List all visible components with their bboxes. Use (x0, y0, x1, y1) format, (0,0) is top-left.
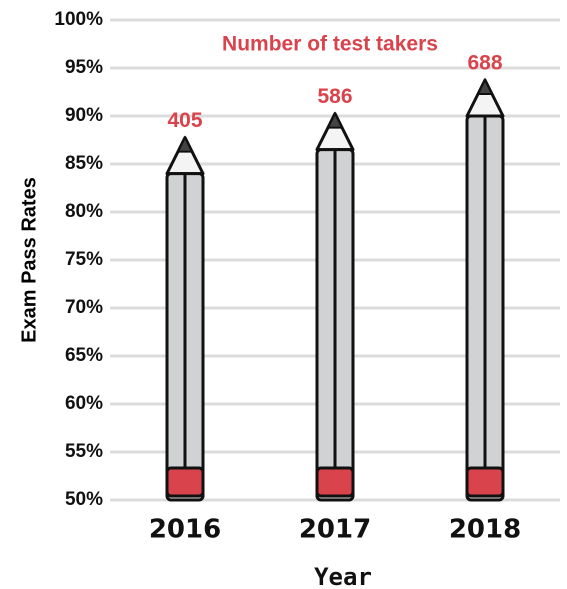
x-axis-title: Year (314, 563, 372, 589)
y-axis-title: Exam Pass Rates (18, 177, 40, 343)
y-tick-label: 95% (65, 57, 103, 78)
annotation: Number of test takers (222, 33, 438, 56)
y-tick-label: 100% (54, 9, 103, 30)
data-label: 405 (167, 109, 202, 132)
y-tick-label: 80% (65, 201, 103, 222)
pencil-eraser (317, 468, 353, 496)
y-tick-label: 75% (65, 249, 103, 270)
y-tick-label: 65% (65, 345, 103, 366)
x-tick-label: 2018 (449, 515, 521, 545)
x-tick-label: 2017 (299, 515, 371, 545)
y-tick-label: 70% (65, 297, 103, 318)
data-label: 688 (467, 52, 502, 75)
y-tick-label: 50% (65, 489, 103, 510)
pencil-eraser (467, 468, 503, 496)
chart: Number of test takers Year Exam Pass Rat… (0, 0, 567, 589)
y-tick-label: 85% (65, 153, 103, 174)
data-label: 586 (317, 85, 352, 108)
y-tick-label: 55% (65, 441, 103, 462)
x-tick-label: 2016 (149, 515, 221, 545)
y-tick-label: 90% (65, 105, 103, 126)
y-tick-label: 60% (65, 393, 103, 414)
pencil-eraser (167, 468, 203, 496)
